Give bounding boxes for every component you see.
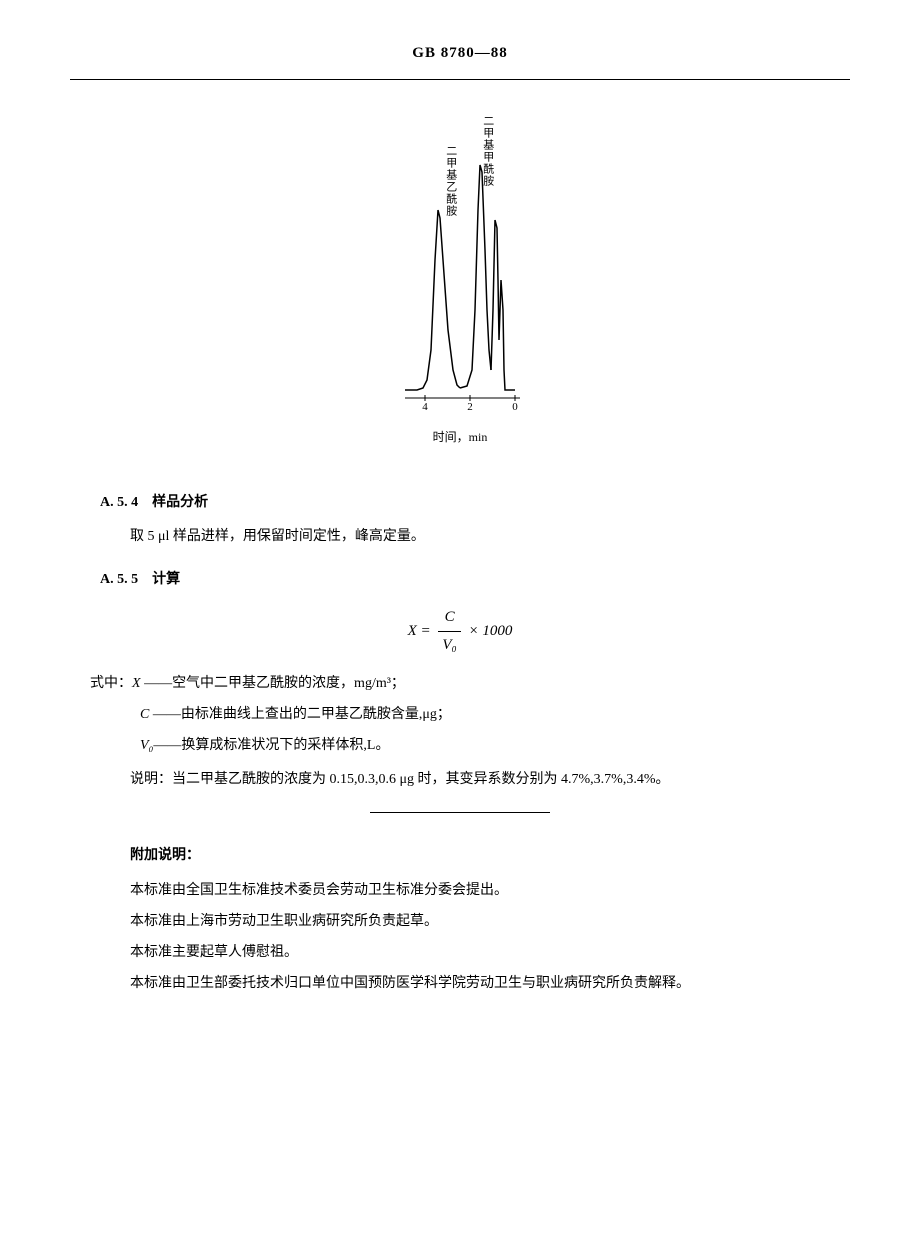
note-text: 说明：当二甲基乙酰胺的浓度为 0.15,0.3,0.6 μg 时，其变异系数分别…: [70, 767, 850, 792]
def-item-x: 式中：X ——空气中二甲基乙酰胺的浓度，mg/m³；: [70, 671, 850, 696]
def-desc: 换算成标准状况下的采样体积,L。: [181, 738, 389, 753]
def-symbol: C: [140, 707, 149, 722]
appendix-line-2: 本标准由上海市劳动卫生职业病研究所负责起草。: [70, 909, 850, 934]
appendix-line-1: 本标准由全国卫生标准技术委员会劳动卫生标准分委会提出。: [70, 878, 850, 903]
formula-numerator: C: [438, 604, 460, 632]
peak-path-3: [491, 220, 515, 390]
def-symbol: V₀: [140, 738, 153, 753]
peak-path-1: [405, 210, 460, 390]
tick-label: 0: [512, 401, 518, 410]
peak-label-1: 二甲基乙酰胺: [440, 145, 460, 217]
def-dash: ——: [141, 676, 173, 691]
section-heading-a54: A. 5. 4 样品分析: [70, 490, 850, 515]
def-item-c: C ——由标准曲线上查出的二甲基乙酰胺含量,μg；: [120, 702, 850, 727]
def-symbol: X: [132, 676, 141, 691]
def-desc: 空气中二甲基乙酰胺的浓度，mg/m³；: [172, 676, 405, 691]
body-text-a54: 取 5 μl 样品进样，用保留时间定性，峰高定量。: [70, 524, 850, 549]
peak-label-2: 二甲基甲酰胺: [477, 115, 497, 187]
peak-path-2: [460, 165, 491, 388]
def-dash: ——: [149, 707, 181, 722]
formula-lhs: X: [408, 623, 417, 639]
def-prefix: 式中：: [90, 676, 132, 691]
appendix-line-4: 本标准由卫生部委托技术归口单位中国预防医学科学院劳动卫生与职业病研究所负责解释。: [70, 971, 850, 996]
standard-number-header: GB 8780—88: [70, 40, 850, 80]
tick-label: 2: [467, 401, 473, 410]
section-heading-a55: A. 5. 5 计算: [70, 567, 850, 592]
x-axis-label: 时间，min: [375, 427, 545, 449]
formula-denominator: V₀: [438, 632, 460, 659]
equals-sign: =: [421, 623, 435, 639]
chromatogram-figure: 二甲基乙酰胺 二甲基甲酰胺 4 2 0 时间，min: [70, 110, 850, 450]
appendix-heading: 附加说明：: [70, 843, 850, 868]
chromatogram-svg: 4 2 0: [375, 110, 545, 410]
def-item-v0: V₀——换算成标准状况下的采样体积,L。: [120, 733, 850, 758]
def-dash: ——: [153, 738, 181, 753]
appendix-line-3: 本标准主要起草人傅慰祖。: [70, 940, 850, 965]
definition-list: 式中：X ——空气中二甲基乙酰胺的浓度，mg/m³； C ——由标准曲线上查出的…: [70, 671, 850, 759]
formula: X = C V₀ × 1000: [70, 604, 850, 659]
def-desc: 由标准曲线上查出的二甲基乙酰胺含量,μg；: [181, 707, 451, 722]
formula-multiplier: × 1000: [469, 623, 513, 639]
tick-label: 4: [422, 401, 428, 410]
separator-line: [70, 812, 850, 813]
